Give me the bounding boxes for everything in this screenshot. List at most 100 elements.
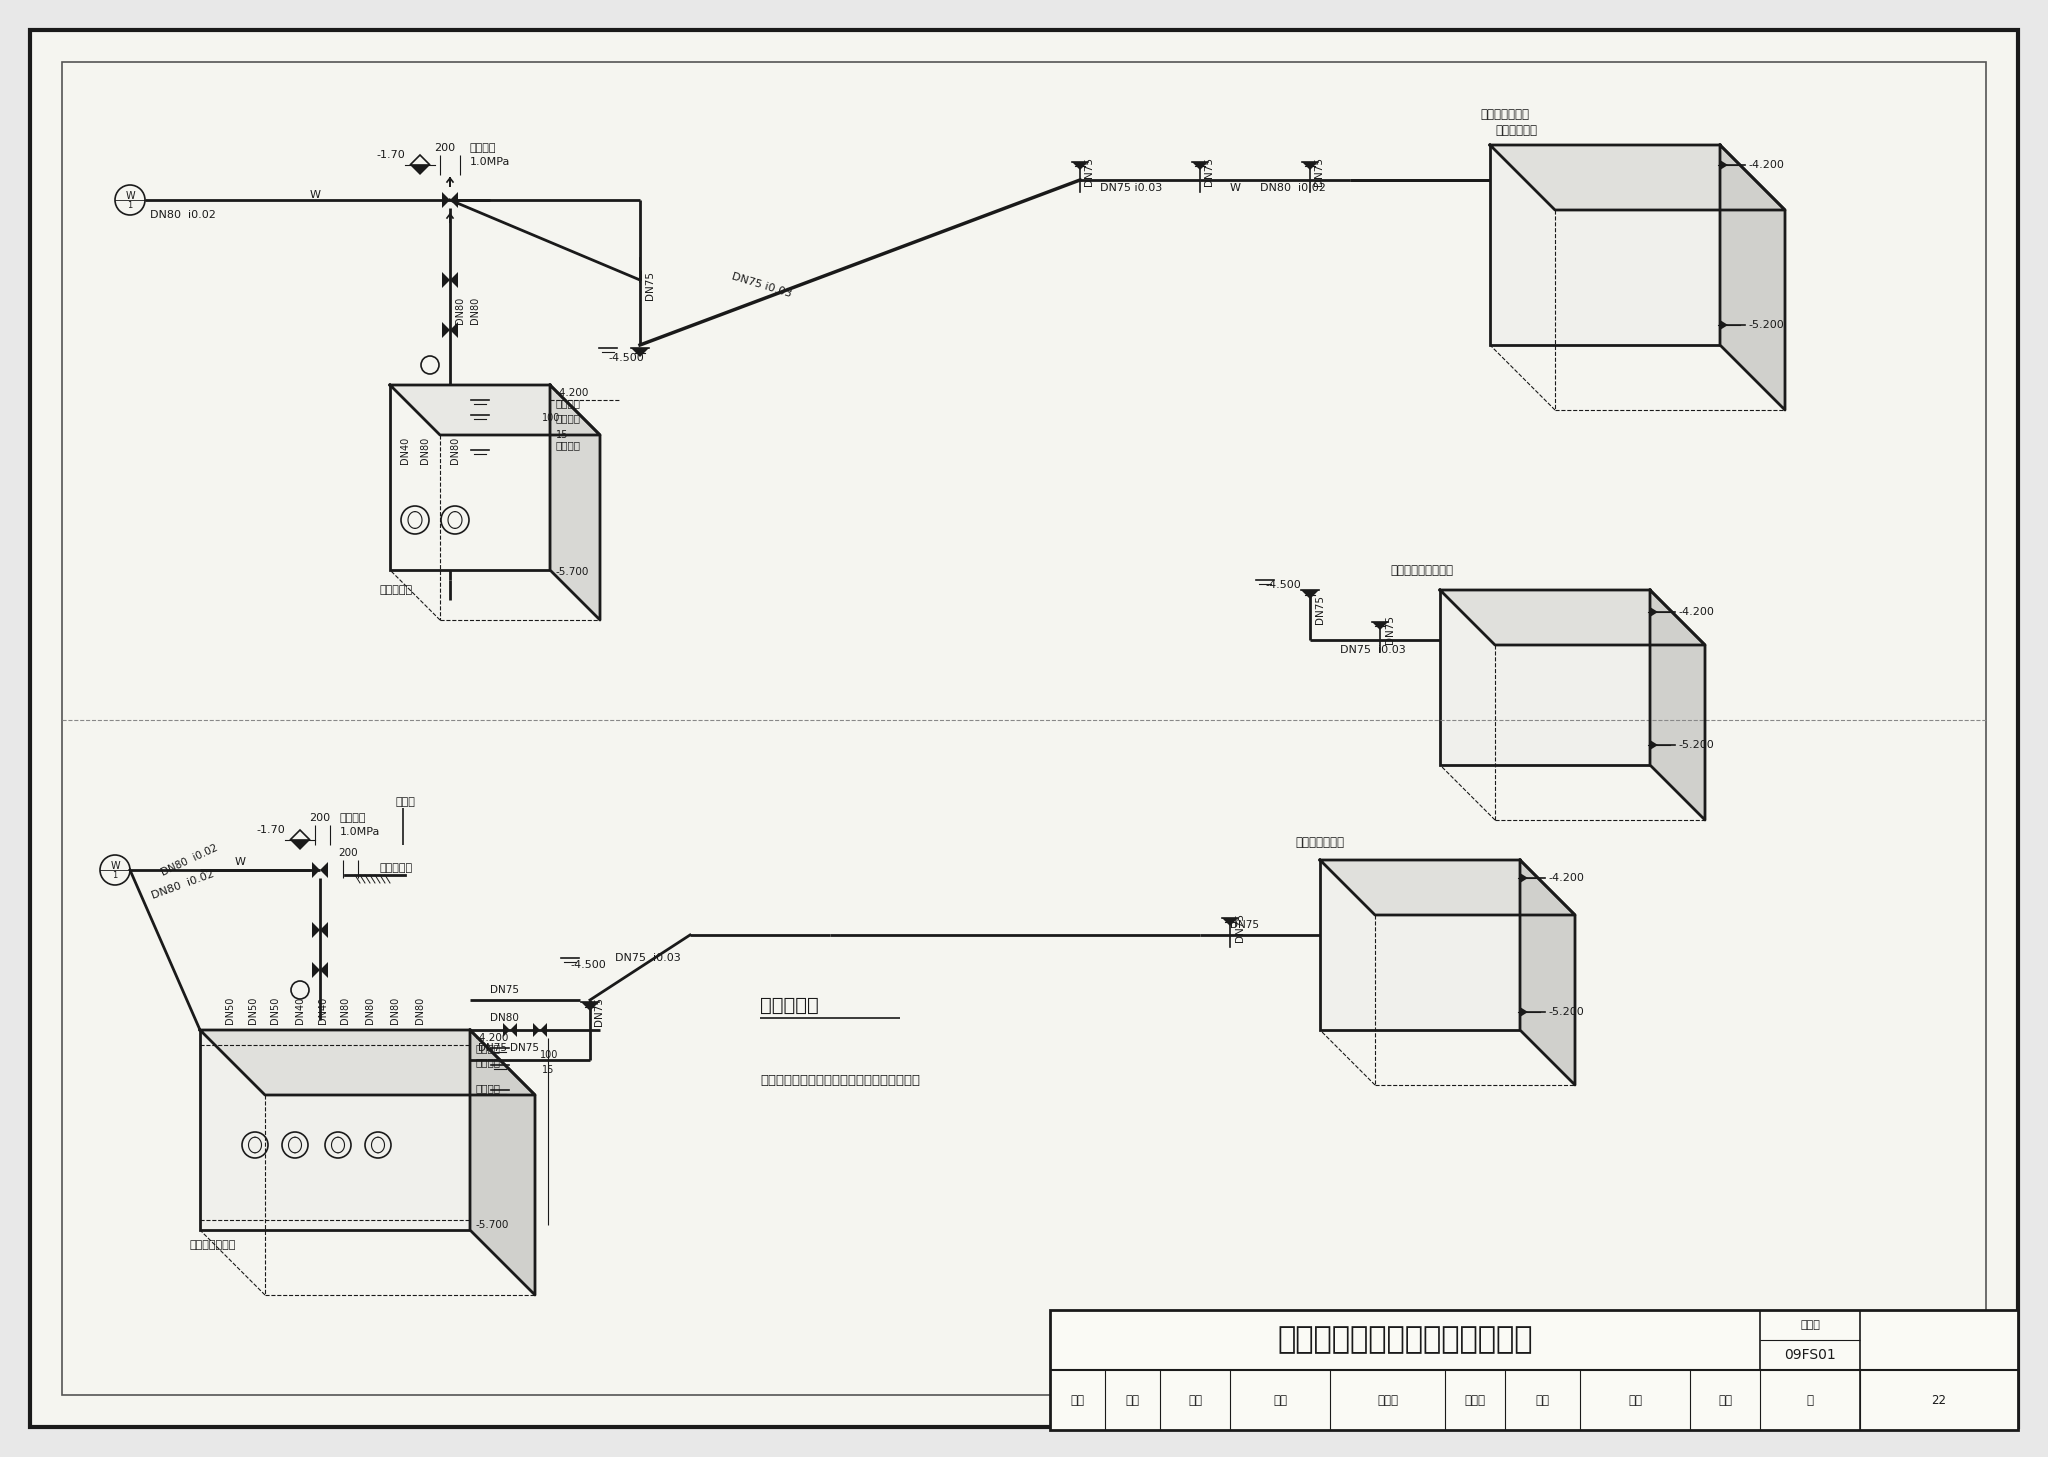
Text: -4.500: -4.500 [1266, 580, 1300, 590]
Polygon shape [319, 922, 328, 938]
Bar [389, 385, 551, 570]
Polygon shape [1651, 590, 1706, 820]
Bar [1321, 860, 1520, 1030]
Text: 地下室顶板: 地下室顶板 [381, 863, 414, 873]
Polygon shape [541, 1023, 547, 1037]
Text: DN80  i0.02: DN80 i0.02 [1260, 184, 1325, 192]
Bar [1440, 590, 1651, 765]
Text: -4.200: -4.200 [1677, 608, 1714, 616]
Polygon shape [1491, 146, 1786, 210]
Polygon shape [311, 962, 319, 978]
Text: W: W [111, 861, 121, 871]
Text: DN75: DN75 [510, 1043, 539, 1053]
Text: 设计: 设计 [1536, 1393, 1550, 1406]
Text: 排水轴测图: 排水轴测图 [760, 995, 819, 1014]
Text: -4.500: -4.500 [608, 353, 643, 363]
Text: 图集号: 图集号 [1800, 1320, 1821, 1330]
Text: 通气管: 通气管 [395, 797, 416, 807]
Text: -1.70: -1.70 [256, 825, 285, 835]
Polygon shape [311, 863, 319, 879]
Text: （进风口旁）: （进风口旁） [1495, 124, 1536, 137]
Text: -5.200: -5.200 [1677, 740, 1714, 750]
Text: -4.200: -4.200 [475, 1033, 508, 1043]
Text: -4.200: -4.200 [1548, 873, 1583, 883]
Text: 洗消污水集水坑: 洗消污水集水坑 [1481, 108, 1530, 121]
Text: DN40: DN40 [317, 997, 328, 1024]
Polygon shape [532, 1023, 541, 1037]
Text: DN75: DN75 [1204, 157, 1214, 186]
Text: -5.200: -5.200 [1749, 321, 1784, 329]
Polygon shape [1223, 918, 1237, 927]
Polygon shape [1651, 740, 1659, 750]
Polygon shape [319, 863, 328, 879]
Polygon shape [510, 1023, 516, 1037]
Text: 年鸣: 年鸣 [1188, 1393, 1202, 1406]
Polygon shape [389, 385, 600, 436]
Text: W: W [309, 189, 322, 200]
Polygon shape [442, 192, 451, 208]
Text: DN80: DN80 [389, 997, 399, 1024]
Text: DN75: DN75 [645, 271, 655, 300]
Text: DN80  i0.02: DN80 i0.02 [150, 868, 215, 900]
Text: DN75: DN75 [489, 985, 518, 995]
Text: 防护阀门: 防护阀门 [340, 813, 367, 823]
Text: 200: 200 [309, 813, 330, 823]
Text: 1: 1 [113, 870, 117, 880]
Text: DN80: DN80 [469, 296, 479, 323]
Text: DN80: DN80 [489, 1013, 518, 1023]
Text: 说明：污水泵由手动或水位自动控制启、停。: 说明：污水泵由手动或水位自动控制启、停。 [760, 1074, 920, 1087]
Text: 甲类一等人员掩蔽所排水轴测图: 甲类一等人员掩蔽所排水轴测图 [1278, 1326, 1532, 1355]
Polygon shape [451, 322, 459, 338]
Polygon shape [1651, 608, 1659, 616]
Polygon shape [442, 322, 451, 338]
Text: 报警水位: 报警水位 [475, 1043, 500, 1053]
Polygon shape [551, 385, 600, 621]
Text: -5.200: -5.200 [1548, 1007, 1583, 1017]
Text: DN80  i0.02: DN80 i0.02 [160, 842, 219, 877]
Text: DN80  i0.02: DN80 i0.02 [150, 210, 215, 220]
Polygon shape [1720, 160, 1729, 170]
Text: DN75: DN75 [1384, 615, 1395, 644]
Text: -5.700: -5.700 [475, 1220, 508, 1230]
Polygon shape [504, 1023, 510, 1037]
Text: 200: 200 [434, 143, 455, 153]
Text: 100: 100 [543, 412, 561, 423]
Polygon shape [451, 272, 459, 288]
Text: 启泵水位: 启泵水位 [555, 412, 580, 423]
Text: DN75 i0.03: DN75 i0.03 [1100, 184, 1163, 192]
Text: -4.200: -4.200 [1749, 160, 1784, 170]
Polygon shape [1321, 860, 1575, 915]
Text: 金鹏: 金鹏 [1126, 1393, 1139, 1406]
Text: 口部洗消污水集水坑: 口部洗消污水集水坑 [1391, 564, 1452, 577]
Polygon shape [1520, 873, 1528, 883]
Text: DN80: DN80 [365, 997, 375, 1024]
Text: 1.0MPa: 1.0MPa [469, 157, 510, 168]
Text: 张爱华: 张爱华 [1376, 1393, 1399, 1406]
Text: -4.500: -4.500 [569, 960, 606, 970]
Text: DN50: DN50 [225, 997, 236, 1024]
Text: -4.200: -4.200 [555, 388, 588, 398]
Text: DN75: DN75 [1231, 919, 1260, 930]
Text: DN40: DN40 [399, 437, 410, 463]
Polygon shape [1071, 162, 1087, 170]
Text: DN75: DN75 [1315, 596, 1325, 625]
Text: 污水集水坑: 污水集水坑 [381, 586, 414, 594]
Polygon shape [1720, 146, 1786, 409]
Polygon shape [442, 272, 451, 288]
Polygon shape [311, 922, 319, 938]
Text: 22: 22 [1931, 1393, 1946, 1406]
Text: DN50: DN50 [270, 997, 281, 1024]
Polygon shape [201, 1030, 535, 1096]
Polygon shape [1520, 1007, 1528, 1017]
Text: W: W [125, 191, 135, 201]
Bar [1051, 1310, 2017, 1429]
Text: 杨晶: 杨晶 [1628, 1393, 1642, 1406]
Text: DN80: DN80 [451, 437, 461, 463]
Text: 100: 100 [541, 1050, 559, 1061]
Text: DN80: DN80 [416, 997, 426, 1024]
Text: DN75: DN75 [477, 1043, 508, 1053]
Text: 报警水位: 报警水位 [555, 398, 580, 408]
Polygon shape [291, 841, 309, 849]
Text: DN75: DN75 [1083, 157, 1094, 186]
Text: -1.70: -1.70 [377, 150, 406, 160]
